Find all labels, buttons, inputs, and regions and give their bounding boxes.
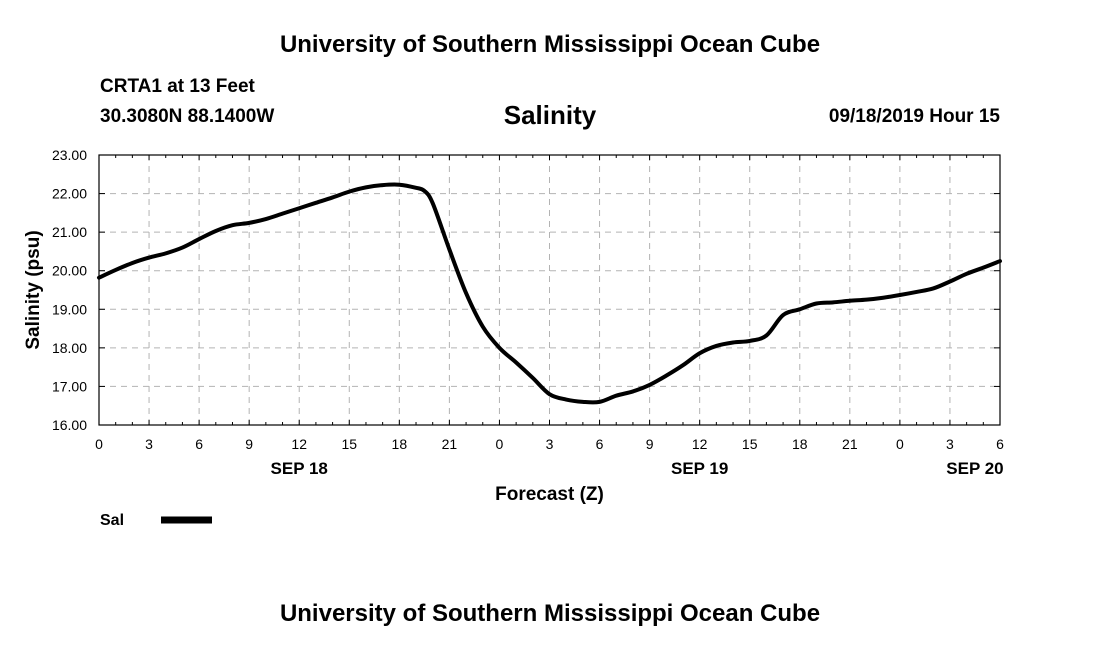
x-tick-label: 12 [291,436,307,452]
x-tick-label: 9 [245,436,253,452]
x-tick-label: 6 [195,436,203,452]
station-coords: 30.3080N 88.1400W [100,106,275,127]
date-label: SEP 20 [946,459,1003,478]
x-tick-labels: 0 3 6 9 12 15 18 21 0 3 6 9 12 15 18 21 0 3 6 [95,436,1004,452]
x-tick-label: 3 [145,436,153,452]
footer-org-title: University of Southern Mississippi Ocean… [279,600,821,627]
x-tick-label: 18 [792,436,808,452]
x-axis-label: Forecast (Z) [495,484,604,505]
date-label: SEP 19 [671,459,728,478]
legend-label: Sal [100,512,124,529]
x-tick-label: 3 [546,436,554,452]
x-tick-label: 6 [996,436,1004,452]
forecast-issued: 09/18/2019 Hour 15 [828,106,1000,127]
x-tick-label: 18 [392,436,408,452]
y-tick-label: 20.00 [52,263,87,279]
x-tick-label: 0 [95,436,103,452]
org-title: University of Southern Mississippi Ocean… [279,31,821,58]
y-axis-label: Salinity (psu) [23,230,44,349]
x-tick-label: 21 [842,436,858,452]
date-label: SEP 18 [271,459,328,478]
y-tick-label: 19.00 [52,301,87,317]
date-labels: SEP 18 SEP 19 SEP 20 [271,459,1004,478]
y-tick-label: 18.00 [52,340,87,356]
x-tick-label: 0 [496,436,504,452]
chart-title: Salinity [503,100,597,130]
plot-frame [98,154,1001,426]
x-tick-label: 21 [442,436,458,452]
grid-lines [99,155,1000,425]
y-tick-label: 16.00 [52,417,87,433]
y-tick-label: 22.00 [52,186,87,202]
y-tick-label: 23.00 [52,147,87,163]
y-tick-labels: 16.00 17.00 18.00 19.00 20.00 21.00 22.00 23.00 [52,147,87,433]
y-tick-label: 21.00 [52,224,87,240]
station-name: CRTA1 at 13 Feet [100,76,255,97]
legend: Sal [100,512,212,529]
x-tick-label: 3 [946,436,954,452]
x-tick-label: 9 [646,436,654,452]
x-tick-label: 15 [341,436,357,452]
x-tick-label: 15 [742,436,758,452]
x-tick-label: 6 [596,436,604,452]
salinity-series-line [97,182,1002,405]
y-tick-label: 17.00 [52,378,87,394]
x-tick-label: 12 [692,436,708,452]
x-tick-label: 0 [896,436,904,452]
